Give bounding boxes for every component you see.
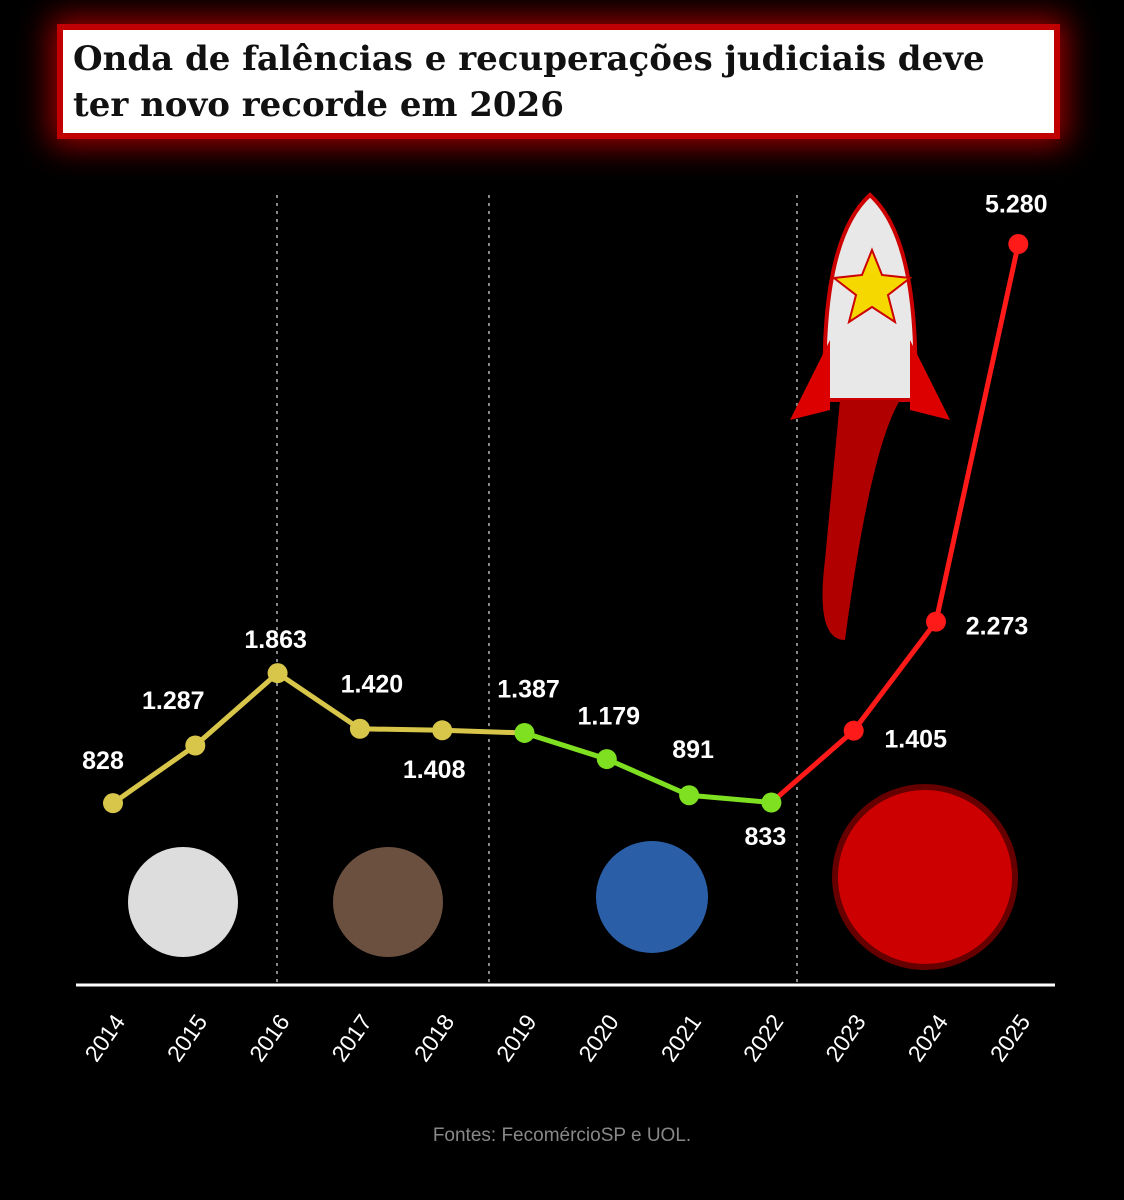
point bbox=[514, 722, 535, 743]
line-segment bbox=[604, 756, 692, 798]
line-segment bbox=[192, 670, 281, 749]
x-tick-label: 2021 bbox=[656, 1009, 707, 1066]
x-tick-label: 2025 bbox=[985, 1009, 1036, 1066]
line-segment bbox=[439, 727, 527, 736]
line-segment bbox=[686, 792, 774, 806]
line-segment bbox=[357, 726, 445, 733]
x-tick-label: 2023 bbox=[820, 1009, 871, 1066]
point bbox=[1008, 234, 1029, 255]
rocket bbox=[790, 192, 950, 640]
line-segment bbox=[768, 728, 857, 806]
x-tick-label: 2016 bbox=[244, 1009, 295, 1066]
point bbox=[432, 720, 453, 741]
x-tick-label: 2019 bbox=[491, 1009, 542, 1066]
portrait bbox=[832, 784, 1018, 970]
value-label: 1.179 bbox=[578, 703, 641, 731]
line-segment bbox=[275, 670, 363, 732]
value-label: 1.387 bbox=[497, 676, 560, 704]
value-label: 1.287 bbox=[142, 687, 205, 715]
value-label: 1.405 bbox=[884, 725, 947, 753]
line-segment bbox=[933, 241, 1021, 625]
point bbox=[596, 749, 617, 770]
source: Fontes: FecomércioSP e UOL. bbox=[433, 1125, 691, 1146]
value-label: 833 bbox=[745, 823, 787, 851]
x-tick-label: 2014 bbox=[79, 1009, 130, 1066]
term-dividers bbox=[276, 195, 798, 985]
point bbox=[843, 720, 864, 741]
headline: Onda de falências e recuperações judicia… bbox=[63, 30, 1054, 133]
value-label: 891 bbox=[672, 736, 714, 764]
portrait bbox=[596, 841, 708, 953]
line-segment bbox=[110, 743, 198, 806]
value-label: 828 bbox=[82, 747, 124, 775]
point bbox=[349, 718, 370, 739]
point bbox=[103, 793, 123, 814]
value-label: 2.273 bbox=[966, 612, 1029, 640]
portraits bbox=[128, 784, 1018, 970]
value-label: 5.280 bbox=[985, 191, 1048, 219]
x-tick-label: 2018 bbox=[409, 1009, 460, 1066]
portrait bbox=[333, 847, 443, 957]
portrait bbox=[128, 847, 238, 957]
point bbox=[267, 663, 288, 684]
line-segment bbox=[851, 619, 939, 734]
x-tick-label: 2022 bbox=[738, 1009, 789, 1066]
line-segment bbox=[522, 730, 610, 762]
value-label: 1.863 bbox=[244, 626, 307, 654]
x-tick-label: 2020 bbox=[573, 1009, 624, 1066]
x-tick-label: 2017 bbox=[326, 1009, 377, 1066]
point bbox=[185, 735, 206, 756]
point bbox=[679, 785, 700, 806]
value-label: 1.408 bbox=[403, 756, 466, 784]
x-tick-label: 2024 bbox=[902, 1009, 953, 1066]
x-tick-label: 2015 bbox=[162, 1009, 213, 1066]
point bbox=[926, 611, 946, 632]
point bbox=[761, 792, 782, 813]
value-label: 1.420 bbox=[341, 670, 404, 698]
